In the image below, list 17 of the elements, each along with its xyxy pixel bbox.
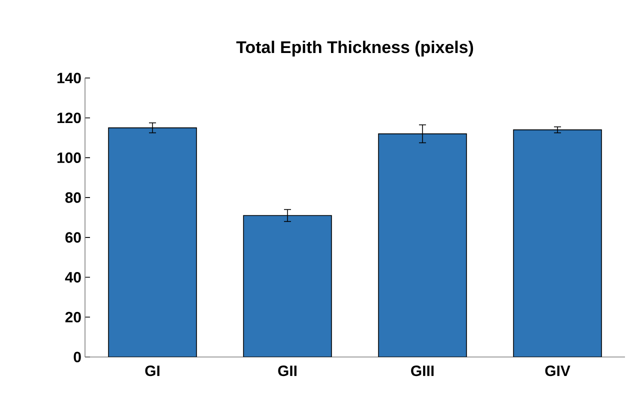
x-tick-label: GI (145, 366, 160, 376)
y-tick-label: 20 (65, 312, 81, 322)
y-tick-label: 120 (57, 112, 81, 124)
x-tick-label: GIII (411, 366, 434, 376)
bar (513, 129, 602, 357)
chart-title: Total Epith Thickness (pixels) (236, 40, 474, 56)
y-tick-label: 60 (65, 232, 81, 243)
y-tick-label: 40 (65, 272, 81, 283)
y-tick-label: 140 (57, 72, 81, 84)
bar (243, 215, 332, 357)
y-tick-label: 0 (74, 352, 81, 362)
x-tick-label: GIV (545, 366, 570, 376)
bar (378, 133, 467, 357)
y-tick-label: 80 (65, 192, 81, 203)
bar (108, 127, 197, 357)
y-tick-label: 100 (57, 152, 81, 163)
x-tick-label: GII (278, 366, 296, 376)
